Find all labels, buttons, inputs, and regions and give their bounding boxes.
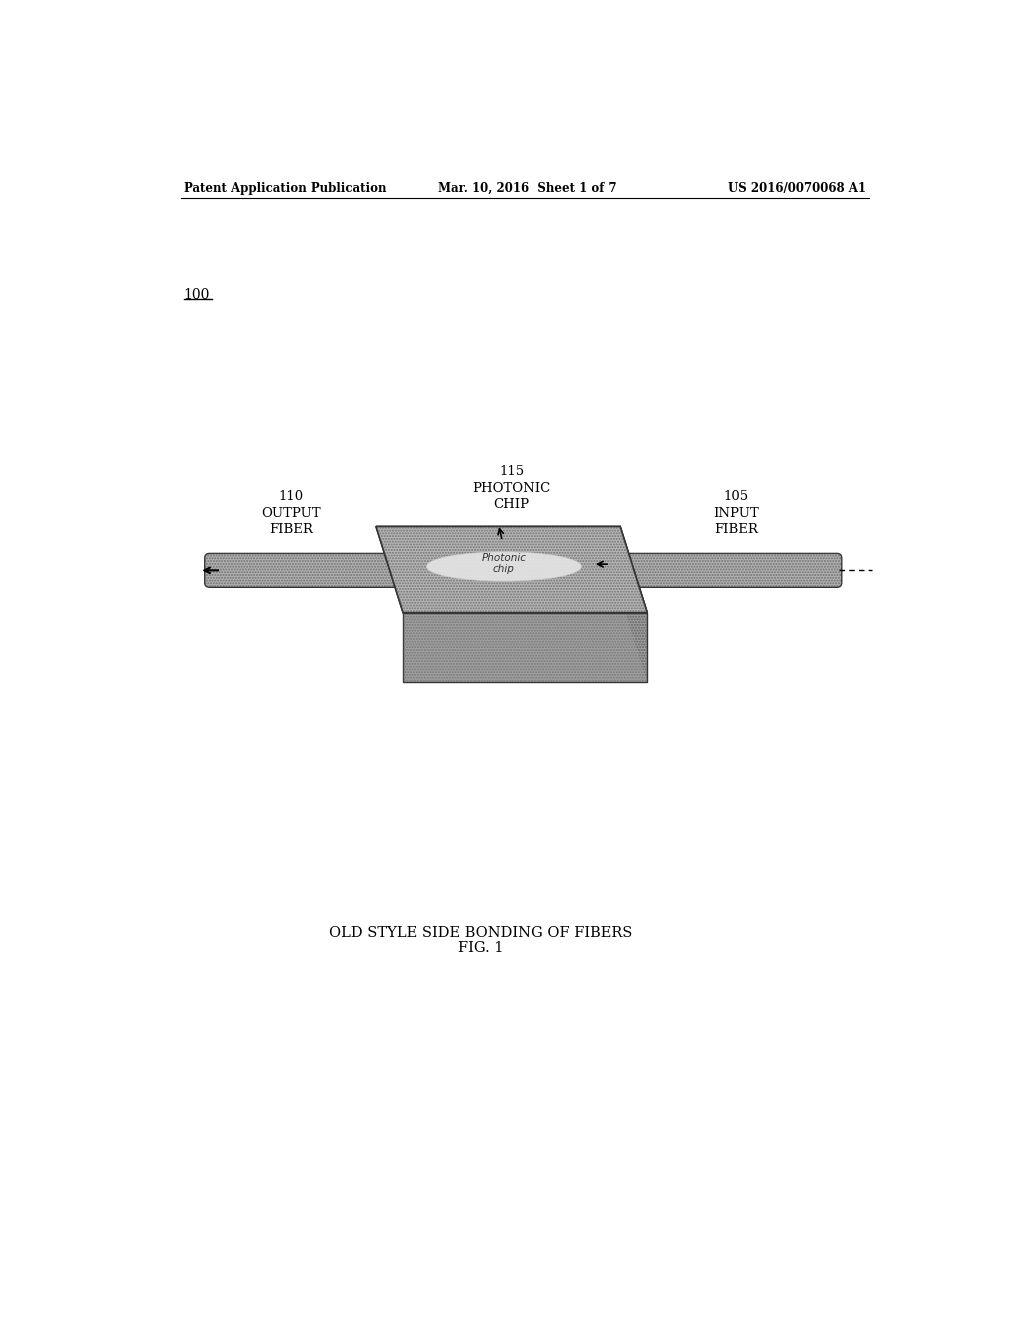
Text: Patent Application Publication: Patent Application Publication xyxy=(183,182,386,194)
Polygon shape xyxy=(376,527,647,612)
Text: 115: 115 xyxy=(499,465,524,478)
Text: Mar. 10, 2016  Sheet 1 of 7: Mar. 10, 2016 Sheet 1 of 7 xyxy=(438,182,616,194)
Polygon shape xyxy=(621,527,647,682)
Text: 100: 100 xyxy=(183,288,210,302)
Text: 110: 110 xyxy=(279,490,303,503)
Text: OUTPUT
FIBER: OUTPUT FIBER xyxy=(261,507,321,536)
Text: PHOTONIC
CHIP: PHOTONIC CHIP xyxy=(472,482,551,511)
FancyBboxPatch shape xyxy=(607,553,842,587)
FancyBboxPatch shape xyxy=(205,553,408,587)
Text: INPUT
FIBER: INPUT FIBER xyxy=(714,507,759,536)
Text: 105: 105 xyxy=(724,490,749,503)
Polygon shape xyxy=(403,612,647,682)
Text: Photonic
chip: Photonic chip xyxy=(481,553,526,574)
Text: OLD STYLE SIDE BONDING OF FIBERS: OLD STYLE SIDE BONDING OF FIBERS xyxy=(329,925,632,940)
Polygon shape xyxy=(376,527,647,612)
Text: US 2016/0070068 A1: US 2016/0070068 A1 xyxy=(728,182,866,194)
Text: FIG. 1: FIG. 1 xyxy=(458,941,504,956)
Ellipse shape xyxy=(426,552,582,581)
